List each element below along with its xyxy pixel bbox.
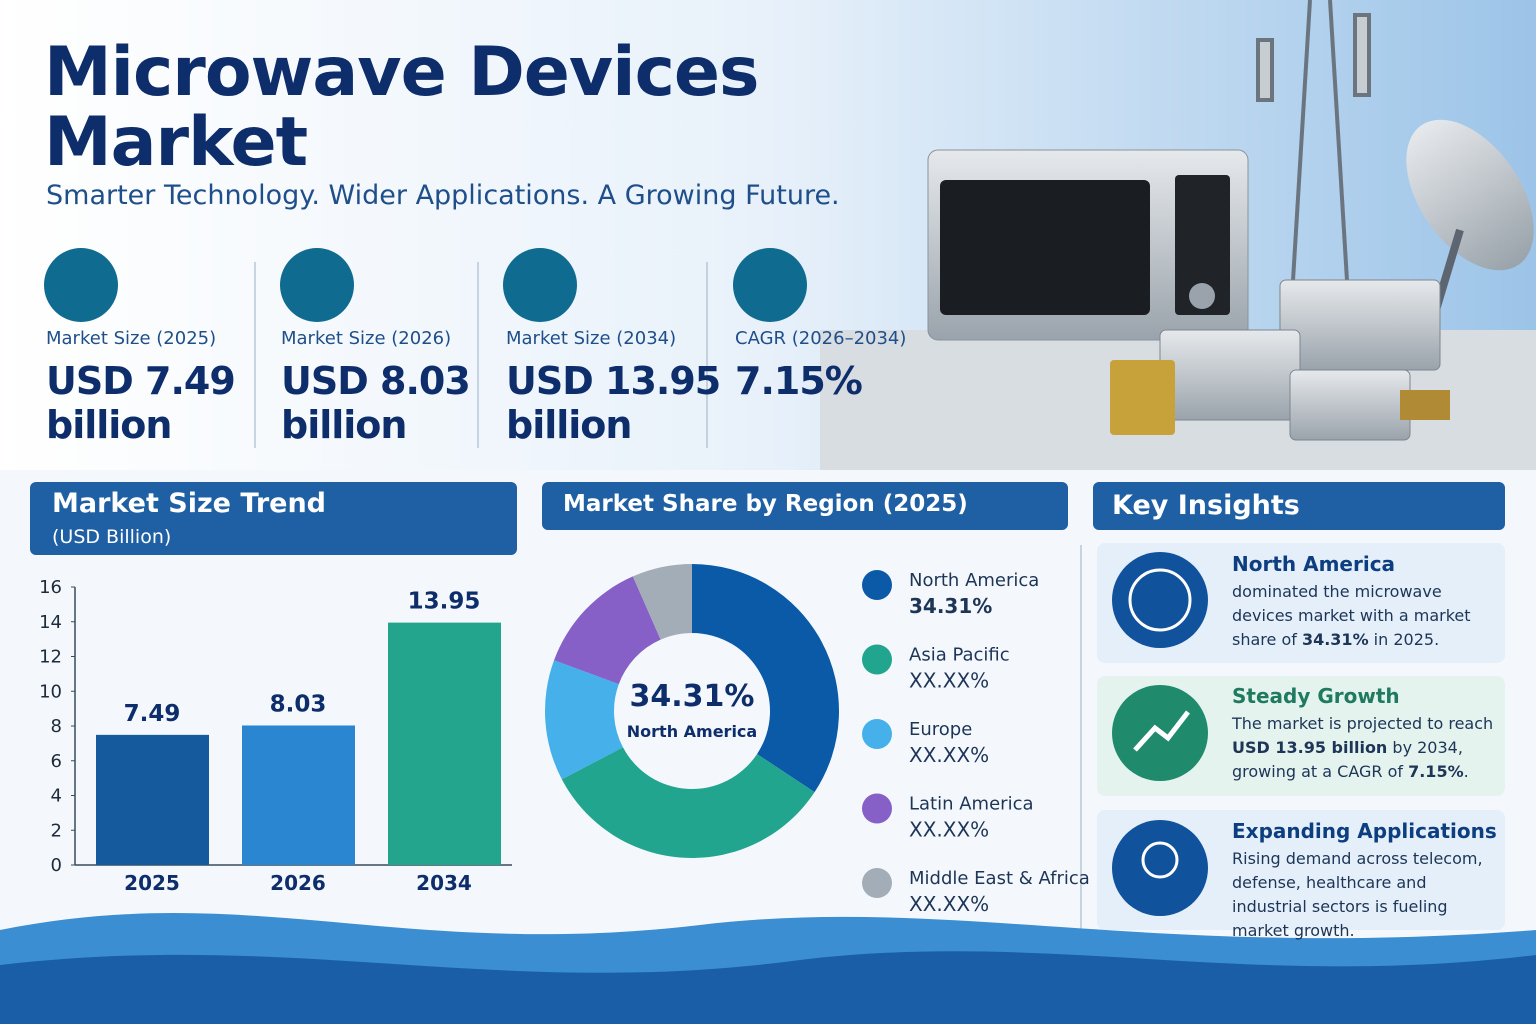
insight-body: The market is projected to reach USD 13.… <box>1232 712 1494 784</box>
charts: 0 2 4 6 8 10 12 14 16 7.49 2025 8.03 2026 13.95 2034 No… <box>39 564 1090 916</box>
legend-label: North America <box>909 570 1039 591</box>
stat-label: Market Size (2026) <box>281 328 452 349</box>
value-label: 7.49 <box>124 701 181 727</box>
stat: Market Size (2034) USD 13.95 billion <box>506 328 721 447</box>
legend-marker <box>862 793 892 824</box>
y-tick-label: 6 <box>51 751 62 772</box>
stat-value: USD 13.95 billion <box>506 359 721 447</box>
panel-title: Market Size Trend <box>52 488 327 519</box>
pie-slice <box>545 660 623 780</box>
globe-icon <box>1112 552 1208 648</box>
insight-text: 34.31% <box>1301 630 1369 649</box>
y-tick-label: 8 <box>51 716 62 737</box>
dividers <box>254 262 1082 930</box>
y-tick-label: 0 <box>51 855 62 876</box>
insight: North America dominated the microwave dev… <box>1232 552 1494 652</box>
center-label: North America <box>627 722 757 741</box>
legend-value: XX.XX% <box>909 892 989 916</box>
y-tick-label: 10 <box>39 681 62 702</box>
globe-icon-line <box>1128 568 1192 632</box>
legend-value: XX.XX% <box>909 818 989 842</box>
growth-icon-line <box>1133 710 1190 752</box>
legend-value: 34.31% <box>909 594 992 618</box>
bar <box>242 725 355 865</box>
insight-body: dominated the microwave devices market w… <box>1232 580 1494 652</box>
insight-text: The market is projected to reach <box>1232 714 1494 733</box>
page-subtitle: Smarter Technology. Wider Applications. … <box>46 180 840 211</box>
wave <box>0 951 1536 1024</box>
microwave-oven <box>927 149 1249 341</box>
legend-value: XX.XX% <box>909 669 989 693</box>
y-tick-label: 14 <box>39 612 62 633</box>
trend-icon <box>733 248 807 322</box>
insight-body: Rising demand across telecom, defense, h… <box>1232 847 1494 943</box>
panel-title: Market Share by Region (2025) <box>563 491 968 517</box>
panel-header <box>30 482 517 555</box>
chart-icon <box>280 248 354 322</box>
panel-title: Key Insights <box>1112 490 1300 521</box>
legend-marker <box>862 719 892 749</box>
x-tick-label: 2026 <box>270 871 326 895</box>
y-tick-label: 12 <box>39 647 62 668</box>
y-tick-label: 2 <box>51 820 62 841</box>
value-label: 8.03 <box>270 691 327 717</box>
stat-label: Market Size (2025) <box>46 328 217 349</box>
legend-label: Latin America <box>909 794 1034 815</box>
stat-value: USD 7.49 billion <box>46 359 236 447</box>
center-value: 34.31% <box>630 679 755 714</box>
tower <box>1256 0 1371 331</box>
insight-text: in 2025. <box>1368 630 1440 649</box>
stat: CAGR (2026–2034) 7.15% <box>735 328 950 403</box>
insight-title: Steady Growth <box>1232 684 1400 708</box>
insight-card <box>1097 810 1505 930</box>
bulb-icon-line <box>1141 841 1179 879</box>
stat-value: USD 8.03 billion <box>281 359 471 447</box>
legend-label: Europe <box>909 719 972 740</box>
insight: Steady Growth The market is projected to … <box>1232 684 1494 784</box>
y-tick-label: 4 <box>51 786 62 807</box>
insight-text: dominated the microwave devices market w… <box>1232 582 1471 649</box>
insight: Expanding Applications Rising demand acro… <box>1232 819 1497 943</box>
x-tick-label: 2025 <box>124 871 180 895</box>
legend-label: Asia Pacific <box>909 645 1010 666</box>
legend-marker <box>862 644 892 675</box>
insight-text: by 2034, growing at a CAGR of <box>1232 738 1463 781</box>
panel-subtitle: (USD Billion) <box>52 526 172 548</box>
value-label: 13.95 <box>408 589 481 615</box>
insight-text: USD 13.95 billion <box>1232 738 1388 757</box>
bulb-icon <box>1112 820 1208 916</box>
legend-value: XX.XX% <box>909 743 989 767</box>
insight-text: Rising demand across telecom, defense, h… <box>1232 849 1483 940</box>
legend-marker <box>862 868 892 898</box>
y-tick-label: 16 <box>39 577 62 598</box>
panel-header <box>542 482 1068 530</box>
bar <box>388 622 501 865</box>
legend-marker <box>862 570 892 600</box>
pie-slice <box>561 747 815 858</box>
insight-text: 7.15% <box>1408 762 1464 781</box>
stat-label: CAGR (2026–2034) <box>735 328 907 349</box>
stat: Market Size (2026) USD 8.03 billion <box>281 328 496 447</box>
bar <box>96 734 209 865</box>
stat-value: 7.15% <box>735 359 863 403</box>
stat: Market Size (2025) USD 7.49 billion <box>46 328 261 447</box>
stat-label: Market Size (2034) <box>506 328 677 349</box>
page-title: Microwave Devices Market <box>44 33 759 182</box>
insight-title: Expanding Applications <box>1232 819 1497 843</box>
insight-title: North America <box>1232 552 1396 576</box>
insight-text: . <box>1463 762 1469 781</box>
waveguide-components <box>1110 279 1450 441</box>
legend-label: Middle East & Africa <box>909 868 1090 889</box>
panel-header <box>1093 482 1505 530</box>
coins-icon <box>44 248 118 322</box>
pie-slice <box>632 564 692 640</box>
chart-icon <box>503 248 577 322</box>
x-tick-label: 2034 <box>416 871 472 895</box>
pie-slice <box>692 564 839 793</box>
pie-slice <box>554 576 661 685</box>
